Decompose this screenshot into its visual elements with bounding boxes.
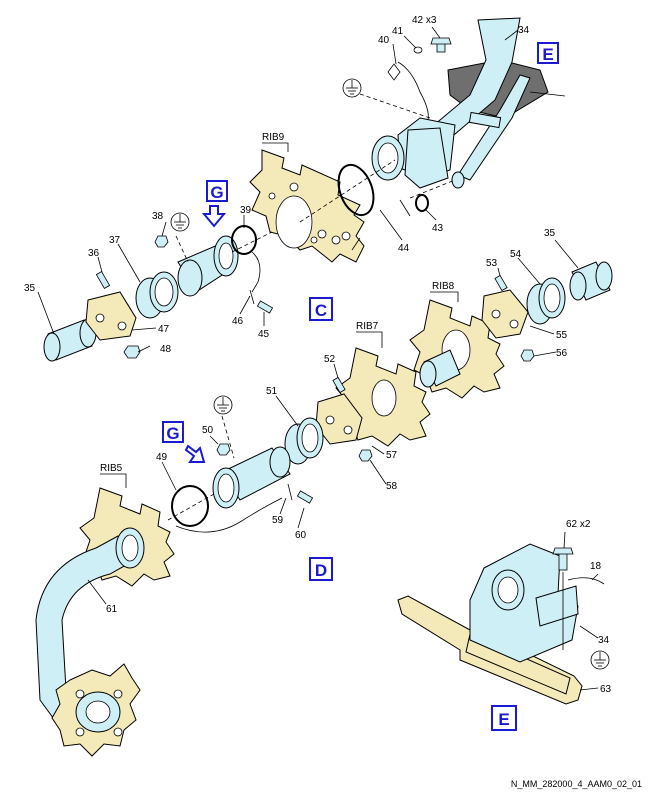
callout-36: 36: [88, 248, 100, 259]
callout-35-right: 35: [544, 228, 556, 239]
callout-62: 62 x2: [566, 519, 591, 530]
callout-39: 39: [240, 205, 252, 216]
callout-54: 54: [510, 249, 522, 260]
svg-text:C: C: [315, 301, 327, 320]
callout-37: 37: [109, 235, 121, 246]
callout-59: 59: [272, 515, 284, 526]
svg-text:E: E: [542, 45, 553, 64]
callout-18: 18: [590, 561, 602, 572]
callout-42: 42 x3: [412, 15, 437, 26]
callout-45: 45: [258, 329, 270, 340]
callout-56: 56: [556, 348, 568, 359]
rib7-label: RIB7: [356, 321, 379, 332]
drawing-reference: N_MM_282000_4_AAM0_02_01: [511, 779, 642, 789]
callout-52: 52: [324, 354, 336, 365]
detail-e-assembly: [397, 543, 610, 705]
svg-text:G: G: [166, 424, 179, 443]
callout-40: 40: [378, 35, 390, 46]
callout-51: 51: [266, 386, 278, 397]
view-label-e-top: E: [537, 42, 559, 64]
callout-49: 49: [156, 452, 168, 463]
svg-text:G: G: [210, 183, 223, 202]
callout-numbers: 42 x3 34 40 41 43 44 39 38 37 36 35 46 4…: [24, 15, 612, 695]
callout-53: 53: [486, 258, 498, 269]
view-label-g-lower: G: [162, 421, 206, 463]
callout-55: 55: [556, 330, 568, 341]
callout-34-top: 34: [518, 25, 530, 36]
view-label-g-upper: G: [201, 180, 228, 228]
view-label-d: D: [309, 557, 333, 581]
callout-41: 41: [392, 26, 404, 37]
rib9-plate: [249, 142, 396, 263]
callout-58: 58: [386, 481, 398, 492]
upper-pipe-run: [43, 212, 274, 362]
rib7-assembly: [315, 331, 431, 462]
callout-43: 43: [432, 223, 444, 234]
callout-57: 57: [386, 450, 398, 461]
callout-35-left: 35: [24, 283, 36, 294]
callout-48: 48: [160, 344, 172, 355]
callout-63: 63: [600, 684, 612, 695]
callout-47: 47: [158, 324, 170, 335]
leader-lines: [37, 26, 599, 691]
callout-50: 50: [202, 425, 214, 436]
view-label-e-bottom: E: [491, 705, 517, 731]
callout-44: 44: [398, 243, 410, 254]
svg-text:D: D: [315, 561, 327, 580]
rib8-assembly: [409, 261, 613, 399]
svg-text:E: E: [498, 710, 509, 729]
rib5-bent-pipe-assembly: [35, 473, 175, 757]
callout-46: 46: [232, 316, 244, 327]
upper-pipe-assembly: [342, 17, 566, 212]
rib5-label: RIB5: [100, 463, 123, 474]
view-label-c: C: [309, 297, 333, 321]
callout-60: 60: [295, 530, 307, 541]
rib9-label: RIB9: [262, 132, 285, 143]
callout-38: 38: [152, 211, 164, 222]
callout-34-bottom: 34: [598, 635, 610, 646]
callout-61: 61: [106, 604, 118, 615]
rib8-label: RIB8: [432, 281, 455, 292]
lower-pipe-run: [167, 395, 324, 533]
